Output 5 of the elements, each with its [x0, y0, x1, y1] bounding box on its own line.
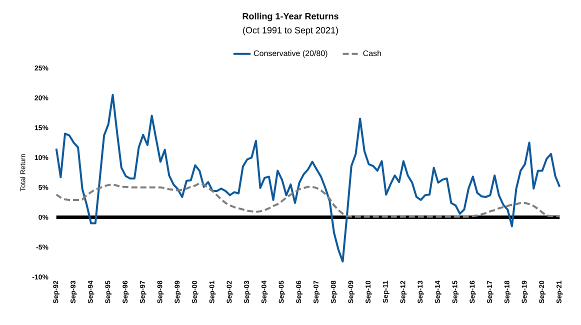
chart-title: Rolling 1-Year Returns	[242, 12, 338, 22]
chart-subtitle: (Oct 1991 to Sept 2021)	[243, 26, 338, 36]
legend-label: Conservative (20/80)	[254, 50, 328, 58]
line-series	[55, 94, 561, 262]
legend-label: Cash	[363, 50, 382, 56]
